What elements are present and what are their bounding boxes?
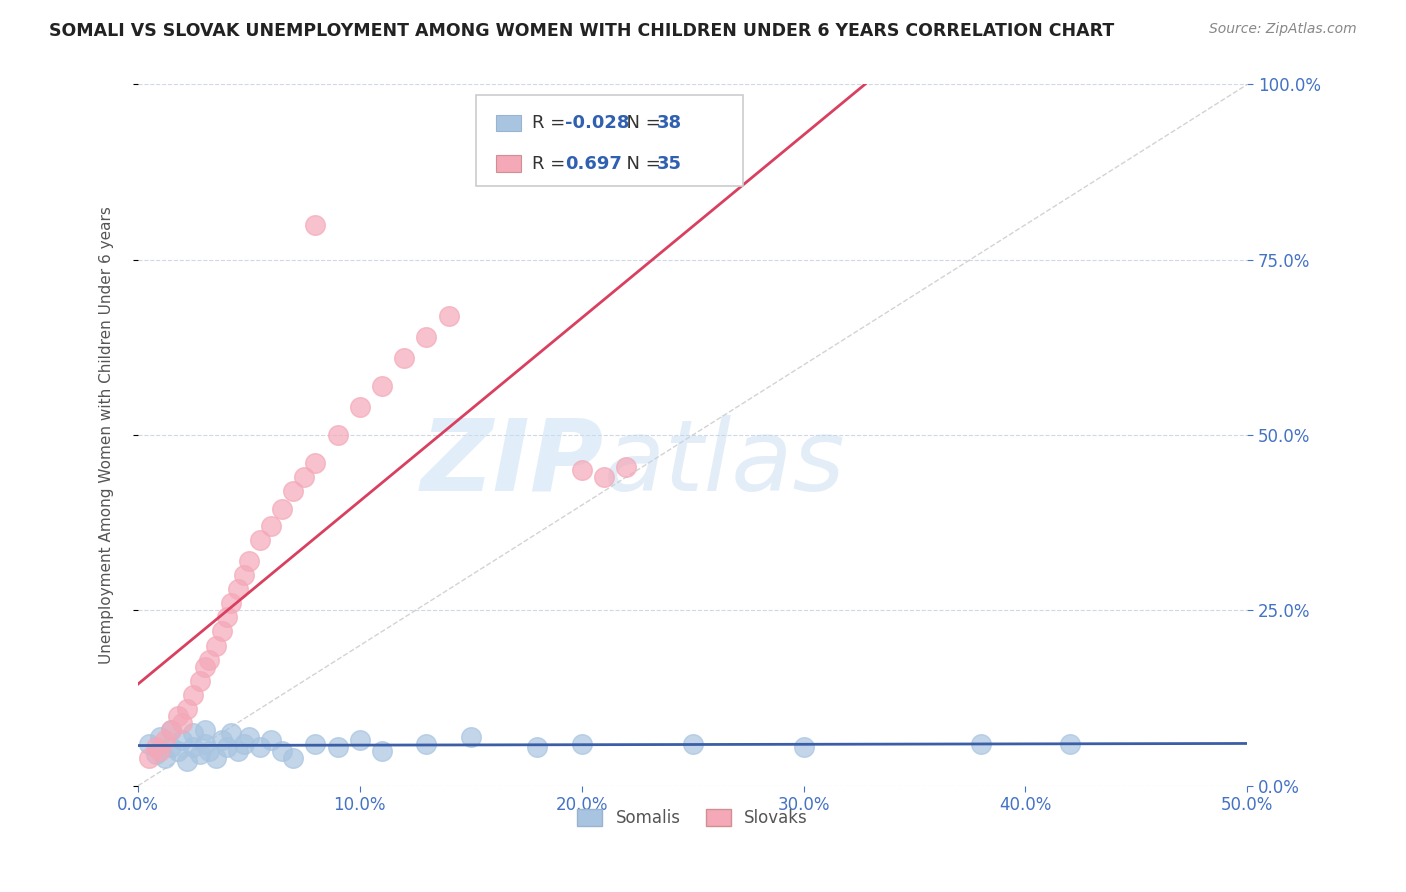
Point xyxy=(219,726,242,740)
Text: N =: N = xyxy=(614,154,666,173)
Point xyxy=(682,737,704,751)
Point xyxy=(415,330,437,344)
Point xyxy=(415,737,437,751)
Point xyxy=(183,726,205,740)
Point xyxy=(349,733,371,747)
Point xyxy=(233,568,256,582)
Point xyxy=(204,639,226,653)
Point xyxy=(188,747,211,762)
Point xyxy=(153,733,176,747)
Point xyxy=(176,701,198,715)
Point xyxy=(219,596,242,610)
Point xyxy=(249,740,271,755)
Text: SOMALI VS SLOVAK UNEMPLOYMENT AMONG WOMEN WITH CHILDREN UNDER 6 YEARS CORRELATIO: SOMALI VS SLOVAK UNEMPLOYMENT AMONG WOME… xyxy=(49,22,1115,40)
Point xyxy=(1059,737,1081,751)
Point xyxy=(460,730,482,744)
Point xyxy=(571,737,593,751)
Point xyxy=(371,379,394,393)
Point xyxy=(138,737,160,751)
Point xyxy=(183,740,205,755)
Point xyxy=(593,470,616,484)
Text: N =: N = xyxy=(614,114,666,132)
FancyBboxPatch shape xyxy=(496,155,520,172)
Text: Source: ZipAtlas.com: Source: ZipAtlas.com xyxy=(1209,22,1357,37)
Point xyxy=(160,740,183,755)
Text: ZIP: ZIP xyxy=(420,415,605,512)
Point xyxy=(211,624,233,639)
Point xyxy=(238,730,260,744)
Point xyxy=(193,737,215,751)
Text: R =: R = xyxy=(531,154,571,173)
Legend: Somalis, Slovaks: Somalis, Slovaks xyxy=(571,802,814,833)
Point xyxy=(138,750,160,764)
Y-axis label: Unemployment Among Women with Children Under 6 years: Unemployment Among Women with Children U… xyxy=(100,206,114,664)
Point xyxy=(149,744,172,758)
Point xyxy=(176,754,198,768)
Point xyxy=(153,750,176,764)
Point xyxy=(211,733,233,747)
Point xyxy=(793,740,815,755)
Point xyxy=(304,737,326,751)
Point xyxy=(292,470,315,484)
Point xyxy=(283,750,305,764)
Point xyxy=(198,652,221,666)
Point xyxy=(226,744,249,758)
Point xyxy=(167,744,190,758)
Point xyxy=(371,744,394,758)
Point xyxy=(204,750,226,764)
Text: 38: 38 xyxy=(657,114,682,132)
Point xyxy=(238,554,260,568)
Point xyxy=(160,723,183,737)
Text: R =: R = xyxy=(531,114,571,132)
Point xyxy=(215,610,238,624)
Text: 0.697: 0.697 xyxy=(565,154,621,173)
Point xyxy=(283,484,305,499)
Point xyxy=(349,400,371,414)
Point xyxy=(145,747,167,762)
Point xyxy=(260,733,283,747)
Point xyxy=(614,459,637,474)
Point xyxy=(193,723,215,737)
Point xyxy=(526,740,548,755)
Point xyxy=(167,708,190,723)
Point xyxy=(188,673,211,688)
Point xyxy=(233,737,256,751)
Point xyxy=(145,740,167,755)
Point xyxy=(437,309,460,323)
Text: -0.028: -0.028 xyxy=(565,114,630,132)
Text: 35: 35 xyxy=(657,154,682,173)
Point xyxy=(215,740,238,755)
Point xyxy=(226,582,249,597)
Point xyxy=(149,730,172,744)
Point xyxy=(183,688,205,702)
Point xyxy=(260,519,283,533)
Point xyxy=(326,740,349,755)
Text: atlas: atlas xyxy=(605,415,845,512)
Point xyxy=(160,723,183,737)
FancyBboxPatch shape xyxy=(477,95,742,186)
Point xyxy=(249,533,271,548)
Point xyxy=(271,501,294,516)
Point xyxy=(172,733,194,747)
Point xyxy=(271,744,294,758)
Point xyxy=(392,351,415,365)
Point xyxy=(304,456,326,470)
Point xyxy=(571,463,593,477)
Point xyxy=(198,744,221,758)
Point xyxy=(970,737,993,751)
FancyBboxPatch shape xyxy=(496,114,520,131)
Point xyxy=(172,715,194,730)
Point xyxy=(304,218,326,232)
Point xyxy=(326,428,349,442)
Point xyxy=(193,659,215,673)
